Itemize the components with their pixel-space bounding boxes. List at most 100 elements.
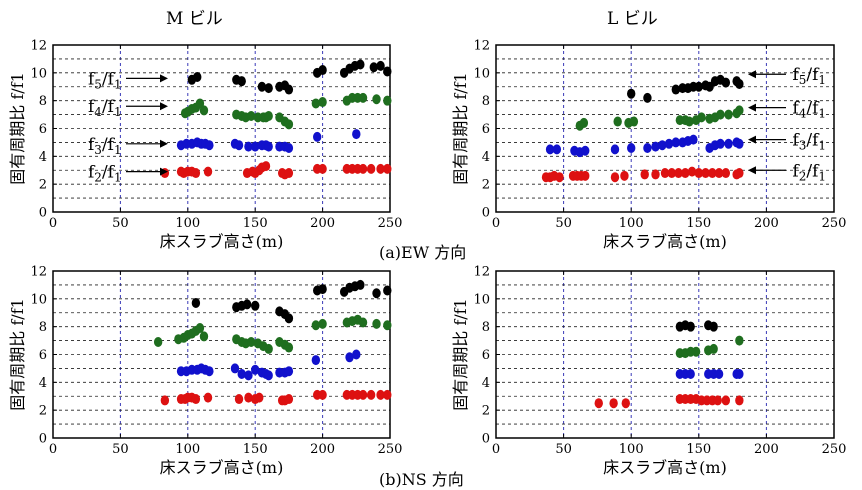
y-tick-label: 8 — [482, 320, 490, 335]
data-point-f4 — [724, 109, 733, 120]
data-point-f3 — [234, 140, 244, 151]
data-point-f3 — [716, 138, 725, 149]
x-tick-label: 250 — [822, 442, 847, 457]
x-tick-label: 200 — [754, 216, 779, 231]
data-point-f2 — [687, 166, 697, 177]
data-point-f4 — [383, 320, 392, 331]
data-point-f2 — [594, 398, 603, 409]
series-label-5: f5/f1 — [88, 69, 122, 91]
data-point-f2 — [191, 168, 201, 179]
label-arrow-head — [748, 135, 756, 144]
data-point-f3 — [686, 368, 695, 379]
x-tick-label: 0 — [49, 442, 57, 457]
series-label-3: f3/f1 — [88, 135, 122, 157]
data-point-f2 — [244, 392, 253, 403]
x-tick-label: 100 — [619, 216, 644, 231]
data-point-f5 — [735, 78, 744, 89]
y-tick-label: 12 — [30, 265, 47, 280]
data-point-f3 — [545, 144, 555, 155]
chart-panel-ew_l: 0 50 100 150 200 250 0 2 4 6 8 10 12 床スラブ高さ(m) 固有周期比 f… — [451, 39, 846, 252]
y-tick-label: 0 — [482, 432, 490, 447]
data-point-f5 — [686, 321, 695, 332]
data-point-f5 — [257, 81, 267, 92]
data-point-f3 — [627, 142, 636, 153]
data-point-f2 — [383, 389, 392, 400]
data-point-f4 — [199, 105, 209, 116]
x-tick-label: 150 — [686, 216, 711, 231]
data-point-f4 — [246, 110, 256, 121]
label-arrow-head — [160, 102, 168, 111]
series-label-4: f4/f1 — [88, 97, 122, 119]
data-point-f4 — [629, 116, 639, 127]
data-point-f4 — [735, 105, 744, 116]
y-tick-label: 10 — [30, 292, 47, 307]
y-axis-title: 固有周期比 f/f1 — [8, 298, 27, 411]
data-point-f3 — [651, 141, 660, 152]
data-point-f3 — [552, 144, 562, 155]
data-point-f2 — [610, 172, 620, 183]
data-point-f4 — [358, 92, 368, 103]
data-point-f3 — [244, 370, 253, 381]
data-point-f2 — [366, 389, 376, 400]
series-label-4: f4/f1 — [792, 99, 826, 121]
data-point-f5 — [318, 65, 327, 76]
data-point-f5 — [264, 83, 273, 94]
data-point-f4 — [716, 109, 725, 120]
chart-panel-ew_m: 0 50 100 150 200 250 0 2 4 6 8 10 12 床スラブ高さ(m) 固有周期比 f… — [8, 39, 402, 252]
series-label-2: f2/f1 — [88, 163, 122, 185]
data-point-f4 — [311, 98, 321, 109]
data-point-f3 — [237, 368, 246, 379]
data-point-f2 — [261, 161, 271, 172]
y-tick-label: 2 — [482, 404, 490, 419]
data-point-f3 — [345, 352, 354, 363]
data-point-f4 — [372, 318, 381, 329]
data-point-f2 — [735, 168, 744, 179]
data-point-f5 — [193, 72, 202, 83]
data-point-f5 — [242, 299, 252, 310]
data-point-f5 — [671, 84, 681, 95]
data-point-f4 — [264, 110, 273, 121]
data-point-f3 — [689, 134, 698, 145]
data-point-f4 — [246, 336, 256, 347]
data-point-f2 — [581, 170, 590, 181]
data-point-f4 — [284, 119, 294, 130]
data-point-f5 — [643, 92, 652, 103]
data-point-f3 — [714, 368, 724, 379]
data-point-f3 — [264, 370, 273, 381]
x-axis-title: 床スラブ高さ(m) — [160, 232, 284, 251]
label-arrow-head — [748, 70, 756, 79]
data-point-f3 — [230, 363, 240, 374]
y-tick-label: 2 — [39, 404, 47, 419]
data-point-f2 — [234, 394, 244, 405]
data-point-f2 — [721, 168, 731, 179]
x-tick-label: 200 — [310, 216, 335, 231]
data-point-f2 — [660, 168, 670, 179]
data-point-f2 — [735, 395, 744, 406]
chart-panel-ns_l: 0 50 100 150 200 250 0 2 4 6 8 10 12 床スラブ高さ(m) 固有周期比 f… — [451, 265, 846, 478]
x-axis-title: 床スラブ高さ(m) — [160, 458, 284, 477]
data-point-f2 — [651, 169, 660, 180]
data-point-f2 — [555, 172, 564, 183]
data-point-f3 — [610, 144, 620, 155]
data-point-f2 — [714, 168, 724, 179]
data-point-f2 — [358, 389, 368, 400]
data-point-f3 — [352, 129, 361, 140]
data-point-f2 — [376, 163, 385, 174]
chart-panel-ns_m: 0 50 100 150 200 250 0 2 4 6 8 10 12 床スラブ高さ(m) 固有周期比 f… — [8, 265, 402, 478]
y-tick-label: 12 — [473, 265, 490, 280]
data-point-f2 — [721, 395, 731, 406]
data-point-f5 — [191, 298, 201, 309]
data-point-f3 — [251, 364, 260, 375]
data-point-f5 — [383, 66, 392, 77]
data-point-f2 — [318, 389, 327, 400]
series-label-3: f3/f1 — [792, 131, 826, 153]
y-tick-label: 10 — [473, 66, 490, 81]
data-point-f2 — [255, 392, 264, 403]
data-point-f5 — [318, 284, 327, 295]
x-tick-label: 150 — [686, 442, 711, 457]
x-tick-label: 150 — [243, 216, 268, 231]
x-tick-label: 0 — [49, 216, 57, 231]
data-point-f3 — [313, 131, 322, 142]
data-point-f2 — [203, 166, 213, 177]
data-point-f3 — [671, 137, 681, 148]
